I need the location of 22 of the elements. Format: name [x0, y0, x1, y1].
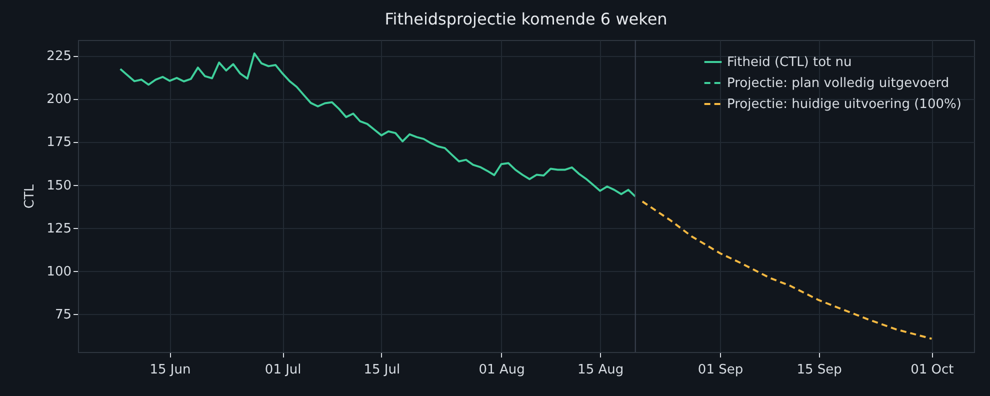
y-tick-label: 200 [46, 92, 72, 108]
y-tick-label: 225 [46, 49, 72, 64]
legend-label: Projectie: plan volledig uitgevoerd [727, 76, 950, 91]
y-tick-label: 175 [46, 135, 72, 150]
line-series [119, 52, 636, 198]
legend-label: Fitheid (CTL) tot nu [727, 55, 852, 70]
x-tick-label: 01 Aug [478, 362, 525, 378]
x-tick-label: 01 Sep [698, 362, 744, 378]
x-tick-label: 15 Aug [578, 362, 624, 378]
y-axis-title: CTL [22, 184, 38, 209]
x-tick-label: 01 Oct [910, 362, 954, 378]
y-tick-label: 150 [46, 178, 72, 194]
x-tick-label: 15 Jun [150, 362, 191, 378]
line-series [641, 200, 933, 340]
x-tick-label: 15 Sep [796, 362, 842, 378]
y-tick-label: 75 [54, 308, 72, 323]
x-tick-label: 01 Jul [264, 362, 302, 378]
legend-label: Projectie: huidige uitvoering (100%) [727, 97, 962, 112]
x-tick-label: 15 Jul [364, 362, 400, 378]
y-tick-label: 125 [46, 221, 72, 236]
chart-title: Fitheidsprojectie komende 6 weken [384, 10, 668, 28]
y-tick-label: 100 [46, 264, 72, 280]
